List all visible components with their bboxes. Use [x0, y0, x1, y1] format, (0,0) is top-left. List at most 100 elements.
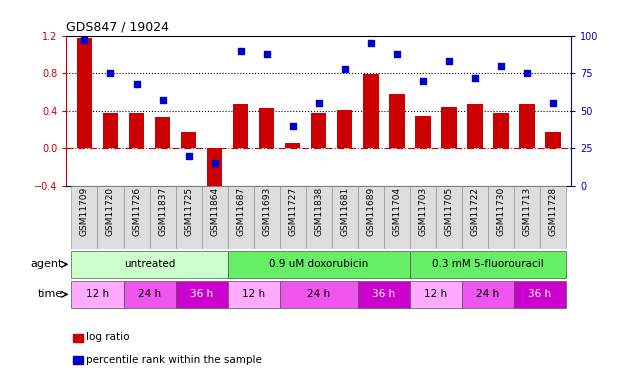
Bar [97, 186, 124, 249]
Bar [436, 186, 462, 249]
Point [522, 70, 532, 76]
Bar [358, 186, 384, 249]
Text: GSM11730: GSM11730 [497, 187, 505, 236]
Bar [175, 281, 228, 308]
Bar [545, 132, 561, 148]
Bar [150, 186, 175, 249]
Bar [514, 281, 566, 308]
Bar [363, 74, 379, 148]
Bar [540, 186, 566, 249]
Text: GSM11726: GSM11726 [132, 187, 141, 236]
Text: GDS847 / 19024: GDS847 / 19024 [66, 20, 169, 33]
Bar [358, 281, 410, 308]
Point [418, 78, 428, 84]
Bar [76, 38, 92, 148]
Point [469, 75, 480, 81]
Text: time: time [38, 290, 63, 299]
Text: untreated: untreated [124, 260, 175, 269]
Bar [410, 186, 436, 249]
Bar [129, 112, 144, 148]
Point [184, 153, 194, 159]
Bar [124, 186, 150, 249]
Bar [415, 116, 430, 148]
Text: GSM11728: GSM11728 [548, 187, 557, 236]
Text: 24 h: 24 h [307, 290, 330, 299]
Bar [280, 281, 358, 308]
Text: GSM11681: GSM11681 [340, 187, 349, 236]
Text: GSM11693: GSM11693 [262, 187, 271, 236]
Bar [514, 186, 540, 249]
Text: 24 h: 24 h [138, 290, 161, 299]
Text: GSM11713: GSM11713 [522, 187, 531, 236]
Text: GSM11837: GSM11837 [158, 187, 167, 236]
Text: GSM11704: GSM11704 [392, 187, 401, 236]
Text: 0.3 mM 5-fluorouracil: 0.3 mM 5-fluorouracil [432, 260, 544, 269]
Text: GSM11720: GSM11720 [106, 187, 115, 236]
Point [235, 48, 245, 54]
Point [131, 81, 141, 87]
Point [496, 63, 506, 69]
Point [314, 100, 324, 106]
Bar [228, 251, 410, 278]
Bar [311, 112, 326, 148]
Bar [180, 132, 196, 148]
Text: 24 h: 24 h [476, 290, 499, 299]
Bar [207, 148, 222, 197]
Bar [519, 104, 534, 148]
Bar [332, 186, 358, 249]
Bar [124, 281, 175, 308]
Point [80, 37, 90, 43]
Bar [233, 104, 249, 148]
Bar [441, 107, 457, 148]
Bar [259, 108, 274, 148]
Point [339, 66, 350, 72]
Bar [305, 186, 332, 249]
Point [444, 58, 454, 64]
Text: 0.9 uM doxorubicin: 0.9 uM doxorubicin [269, 260, 369, 269]
Point [548, 100, 558, 106]
Bar [228, 281, 280, 308]
Bar [462, 281, 514, 308]
Bar [71, 281, 124, 308]
Bar [201, 186, 228, 249]
Text: GSM11709: GSM11709 [80, 187, 89, 236]
Bar [71, 186, 97, 249]
Text: 12 h: 12 h [424, 290, 447, 299]
Text: agent: agent [31, 260, 63, 269]
Bar [280, 186, 305, 249]
Text: GSM11689: GSM11689 [366, 187, 375, 236]
Point [105, 70, 115, 76]
Bar [384, 186, 410, 249]
Bar [467, 104, 483, 148]
Bar [493, 112, 509, 148]
Text: 12 h: 12 h [242, 290, 265, 299]
Text: 12 h: 12 h [86, 290, 109, 299]
Text: percentile rank within the sample: percentile rank within the sample [86, 355, 262, 365]
Bar [254, 186, 280, 249]
Bar [175, 186, 201, 249]
Bar [228, 186, 254, 249]
Point [365, 40, 375, 46]
Text: GSM11687: GSM11687 [236, 187, 245, 236]
Text: GSM11703: GSM11703 [418, 187, 427, 236]
Bar [337, 110, 353, 148]
Text: 36 h: 36 h [528, 290, 551, 299]
Text: 36 h: 36 h [372, 290, 395, 299]
Text: 36 h: 36 h [190, 290, 213, 299]
Bar [285, 144, 300, 148]
Point [288, 123, 298, 129]
Bar [71, 251, 228, 278]
Text: log ratio: log ratio [86, 333, 130, 342]
Point [392, 51, 402, 57]
Text: GSM11705: GSM11705 [444, 187, 453, 236]
Bar [410, 281, 462, 308]
Bar [155, 117, 170, 148]
Point [158, 97, 168, 103]
Text: GSM11725: GSM11725 [184, 187, 193, 236]
Bar [103, 113, 118, 148]
Point [262, 51, 272, 57]
Bar [389, 94, 404, 148]
Text: GSM11722: GSM11722 [470, 187, 480, 236]
Text: GSM11864: GSM11864 [210, 187, 219, 236]
Bar [462, 186, 488, 249]
